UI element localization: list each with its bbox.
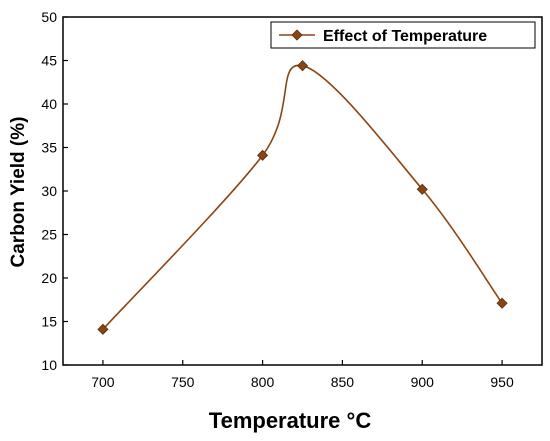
y-axis-title: Carbon Yield (%) xyxy=(8,117,29,268)
data-point xyxy=(296,60,309,72)
y-tick-label: 40 xyxy=(41,96,57,112)
y-tick-label: 50 xyxy=(41,9,57,25)
x-tick-label: 850 xyxy=(331,374,355,390)
legend-marker xyxy=(291,29,303,41)
y-tick-label: 45 xyxy=(41,53,57,69)
y-tick-label: 20 xyxy=(41,270,57,286)
legend: Effect of Temperature xyxy=(270,21,536,49)
y-tick-label: 10 xyxy=(41,357,57,373)
data-point xyxy=(97,323,109,335)
legend-label: Effect of Temperature xyxy=(323,28,487,45)
x-axis-ticks: 700 750 800 850 900 950 xyxy=(91,360,514,390)
y-tick-label: 25 xyxy=(41,227,57,243)
y-tick-label: 15 xyxy=(41,314,57,330)
series-layer xyxy=(97,60,508,335)
y-axis-ticks: 10 15 20 25 30 35 40 45 50 xyxy=(41,9,68,373)
data-point xyxy=(416,183,428,195)
y-tick-label: 35 xyxy=(41,140,57,156)
data-point xyxy=(496,297,508,309)
x-tick-label: 950 xyxy=(490,374,514,390)
series-line xyxy=(102,64,503,330)
data-point xyxy=(257,149,269,161)
x-tick-label: 750 xyxy=(171,374,195,390)
x-axis-title: Temperature °C xyxy=(209,408,372,433)
y-tick-label: 30 xyxy=(41,183,57,199)
x-tick-label: 900 xyxy=(411,374,435,390)
x-tick-label: 700 xyxy=(91,374,115,390)
x-tick-label: 800 xyxy=(251,374,275,390)
